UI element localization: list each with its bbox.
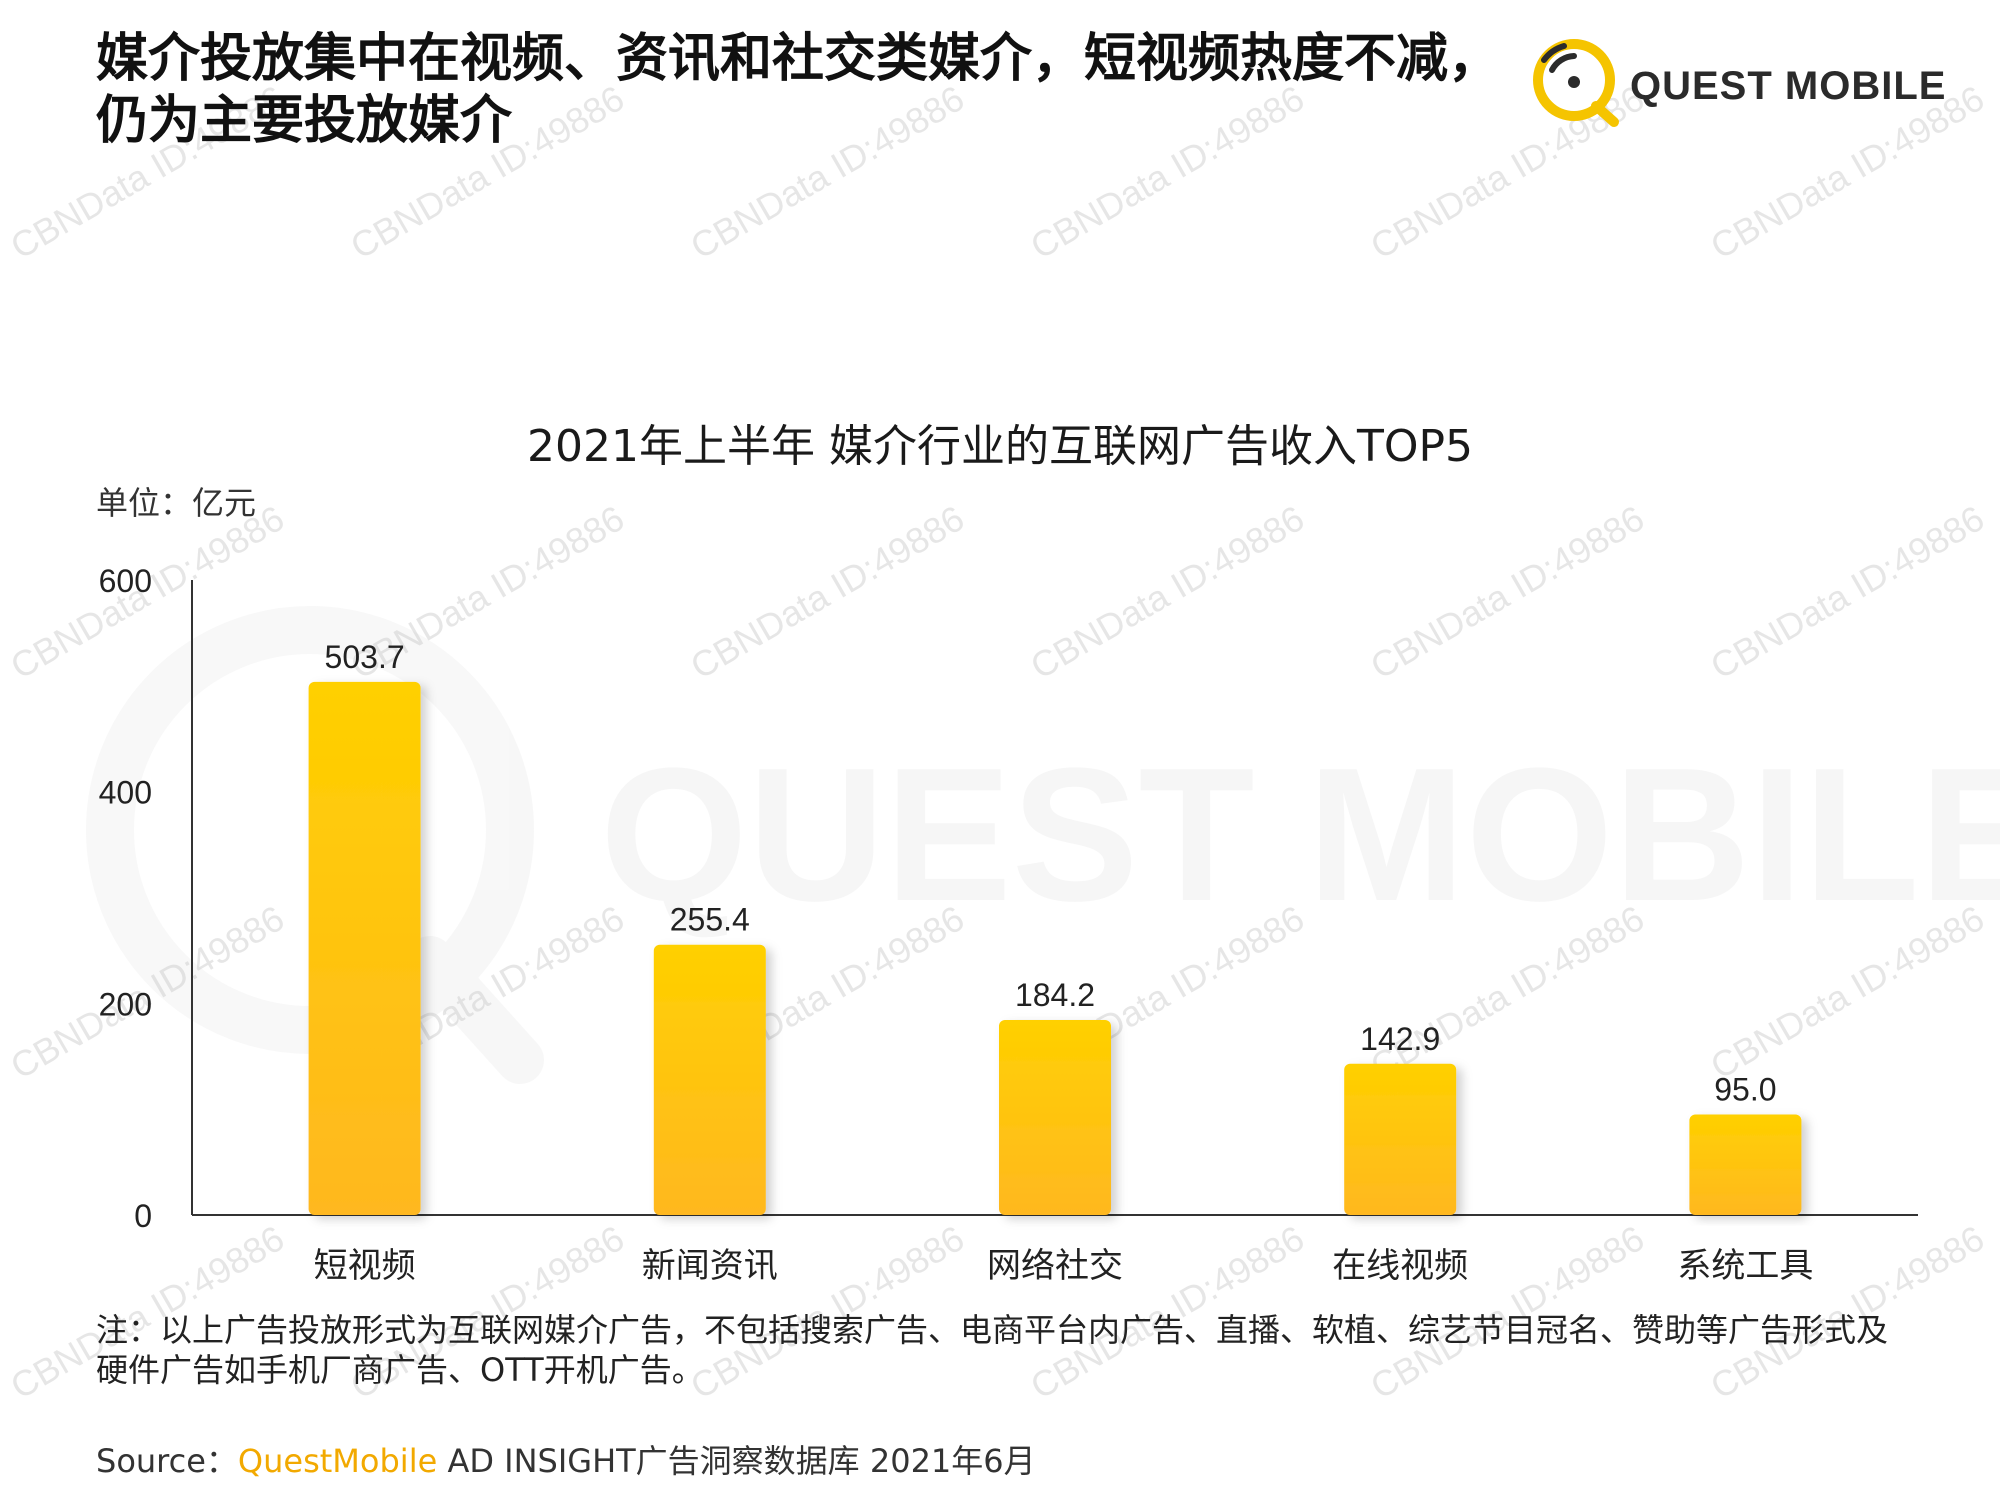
data-label: 142.9 [1360, 1021, 1440, 1057]
footnote: 注：以上广告投放形式为互联网媒介广告，不包括搜索广告、电商平台内广告、直播、软植… [96, 1311, 1889, 1389]
chart-bars [308, 681, 1802, 1215]
chart-axes: 0 200 400 600 [99, 563, 1918, 1234]
bar [999, 1020, 1111, 1215]
x-tick-label: 网络社交 [987, 1246, 1123, 1286]
bar [1344, 1063, 1457, 1215]
logo-icon [1533, 39, 1619, 127]
data-label: 95.0 [1714, 1071, 1776, 1107]
source-rest: AD INSIGHT广告洞察数据库 2021年6月 [437, 1442, 1036, 1480]
x-tick-label: 系统工具 [1677, 1246, 1813, 1286]
logo-text: QUEST MOBILE [1630, 64, 1947, 108]
bar [1689, 1114, 1802, 1215]
chart-labels: 503.7 短视频 255.4 新闻资讯 184.2 网络社交 142.9 在线视频 95.0 系… [314, 639, 1814, 1286]
source-line: Source：QuestMobile AD INSIGHT广告洞察数据库 202… [96, 1436, 1036, 1482]
quest-mobile-logo: QUEST MOBILE [1522, 30, 1945, 130]
unit-label: 单位：亿元 [96, 484, 257, 522]
x-tick-label: 在线视频 [1332, 1246, 1468, 1286]
y-tick-label: 400 [99, 775, 152, 811]
source-prefix: Source： [96, 1442, 238, 1480]
y-tick-label: 200 [99, 986, 152, 1022]
chart-title: 2021年上半年 媒介行业的互联网广告收入TOP5 [527, 421, 1473, 472]
data-label: 503.7 [325, 639, 405, 675]
y-tick-label: 0 [134, 1198, 152, 1234]
data-label: 184.2 [1015, 977, 1095, 1013]
bar [653, 944, 766, 1215]
y-tick-label: 600 [99, 563, 152, 599]
data-label: 255.4 [670, 902, 750, 938]
x-tick-label: 新闻资讯 [642, 1246, 778, 1286]
x-tick-label: 短视频 [314, 1246, 416, 1286]
bar [308, 681, 421, 1215]
source-brand: QuestMobile [237, 1442, 438, 1480]
headline: 媒介投放集中在视频、资讯和社交类媒介，短视频热度不减，仍为主要投放媒介 [96, 29, 1501, 151]
